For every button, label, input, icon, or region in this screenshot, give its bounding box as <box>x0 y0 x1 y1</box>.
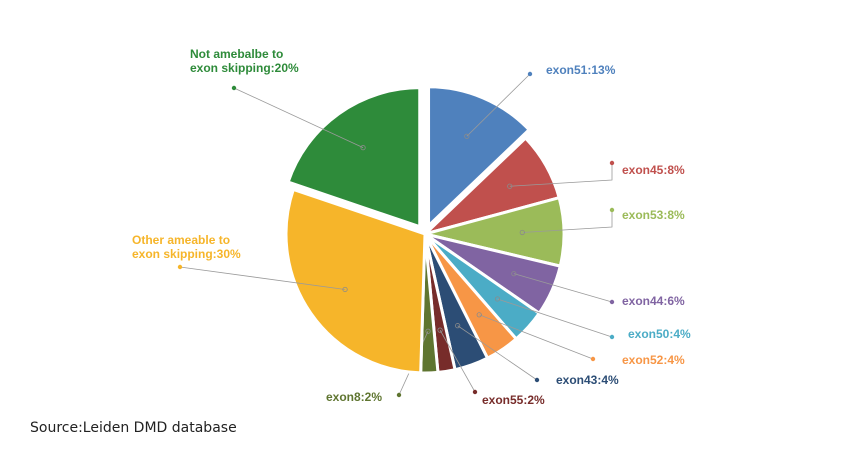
leader-anchor-exon55-2 <box>437 327 443 333</box>
leader-line-exon45-8 <box>509 163 613 187</box>
leader-dot-exon53-8 <box>609 207 615 213</box>
leader-anchor-exon45-8 <box>507 183 513 189</box>
leader-anchor-exon53-8 <box>519 229 525 236</box>
pie-chart-svg: exon51:13% exon45:8% exon53:8% exon44:6% exo… <box>132 47 691 407</box>
leader-line-exon55-2 <box>439 329 476 393</box>
leader-line-exon52-4 <box>479 314 594 360</box>
leader-dot-not-amebalbe-to-exon-skipping-20 <box>231 85 237 91</box>
slice-label-exon44-6: exon44:6% <box>622 294 685 308</box>
leader-line-other-ameable-to-exon-skipping-30 <box>179 266 346 290</box>
leader-dot-exon45-8 <box>609 160 615 166</box>
leader-anchor-exon44-6 <box>511 271 517 277</box>
leader-dot-exon8-2 <box>396 392 402 398</box>
slice-label-exon50-4: exon50:4% <box>628 327 691 341</box>
pie-slice-not-amebalbe-to-exon-skipping-20 <box>286 86 422 229</box>
leader-dot-exon55-2 <box>472 389 478 395</box>
pie-slice-other-ameable-to-exon-skipping-30 <box>284 187 427 375</box>
leader-line-exon44-6 <box>513 273 613 303</box>
leader-anchor-exon51-13 <box>464 133 470 139</box>
leader-anchor-exon52-4 <box>476 312 482 318</box>
slice-label-not-amebalbe-to-exon-skipping-20: Not amebalbe to exon skipping:20% <box>190 47 299 75</box>
slice-label-exon51-13: exon51:13% <box>546 63 616 77</box>
slice-label-exon8-2: exon8:2% <box>326 390 382 404</box>
leader-anchor-exon8-2 <box>425 328 431 334</box>
slice-label-exon45-8: exon45:8% <box>622 163 685 177</box>
slice-label-exon52-4: exon52:4% <box>622 353 685 367</box>
leader-dot-exon50-4 <box>609 334 615 340</box>
leader-dot-other-ameable-to-exon-skipping-30 <box>177 264 183 270</box>
leader-line-exon50-4 <box>497 298 613 338</box>
slice-label-exon53-8: exon53:8% <box>622 208 685 222</box>
leader-anchor-other-ameable-to-exon-skipping-30 <box>342 286 348 293</box>
slice-label-other-ameable-to-exon-skipping-30: Other ameable to exon skipping:30% <box>132 233 241 261</box>
leader-dot-exon44-6 <box>609 299 615 305</box>
leader-anchor-exon43-4 <box>455 323 461 329</box>
leader-anchor-not-amebalbe-to-exon-skipping-20 <box>360 145 366 151</box>
leader-line-not-amebalbe-to-exon-skipping-20 <box>233 87 364 148</box>
pie-slice-exon51-13 <box>427 85 531 228</box>
leader-line-exon53-8 <box>522 210 613 233</box>
slice-label-exon43-4: exon43:4% <box>556 373 619 387</box>
leader-dot-exon51-13 <box>527 71 533 77</box>
slice-label-exon55-2: exon55:2% <box>482 393 545 407</box>
source-note: Source:Leiden DMD database <box>30 420 237 436</box>
leader-line-exon51-13 <box>466 73 531 137</box>
leader-dot-exon52-4 <box>590 356 596 362</box>
leader-anchor-exon50-4 <box>494 296 501 302</box>
leader-dot-exon43-4 <box>534 377 540 383</box>
leader-line-exon43-4 <box>457 325 538 381</box>
